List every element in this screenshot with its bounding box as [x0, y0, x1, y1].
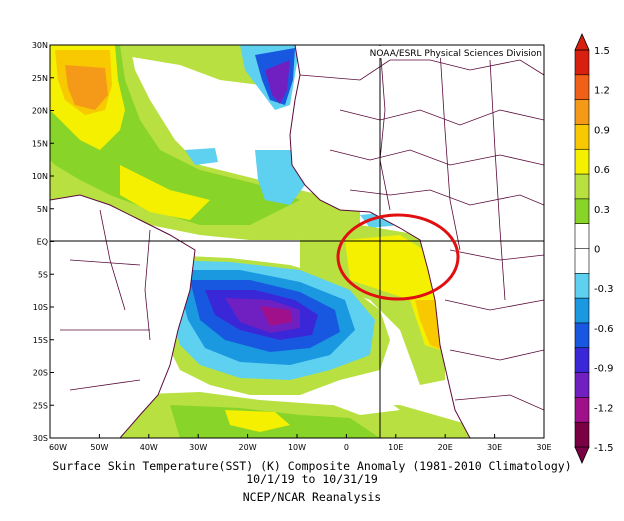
colorbar-tick-label: 1.5: [594, 46, 610, 57]
lon-label: 30E: [487, 443, 502, 452]
colorbar-swatch: [574, 248, 590, 275]
colorbar-top-arrow: [574, 33, 590, 51]
lat-label: 10S: [33, 303, 48, 312]
longitude-labels: 60W 50W 40W 30W 20W 10W 0 10E 20E 30E 30E: [49, 434, 552, 452]
colorbar-tick-label: 0.9: [594, 125, 610, 136]
colorbar-swatch: [574, 198, 590, 225]
lon-label: 30W: [189, 443, 207, 452]
lat-label: 5N: [37, 205, 48, 214]
land-outlines: [50, 45, 544, 438]
colorbar-swatch: [574, 99, 590, 126]
colorbar-bottom-arrow: [574, 446, 590, 464]
colorbar-swatch: [574, 421, 590, 448]
colorbar-swatch: [574, 322, 590, 349]
lon-label: 50W: [90, 443, 108, 452]
lon-label: 20E: [438, 443, 453, 452]
lon-label: 10E: [388, 443, 403, 452]
colorbar-swatch: [574, 223, 590, 250]
highlight-ellipse: [336, 213, 460, 301]
lon-label: 60W: [49, 443, 67, 452]
colorbar-tick-label: 0: [594, 245, 600, 256]
caption-line-2: 10/1/19 to 10/31/19: [246, 472, 378, 486]
colorbar: [574, 33, 590, 464]
colorbar-tick-label: -0.9: [594, 364, 614, 375]
lat-label: 30N: [32, 41, 48, 50]
lon-label: 20W: [239, 443, 257, 452]
lat-label: 25N: [32, 74, 48, 83]
caption-line-1: Surface Skin Temperature(SST) (K) Compos…: [52, 459, 572, 473]
colorbar-tick-label: 1.2: [594, 86, 610, 97]
colorbar-tick-label: -1.2: [594, 403, 614, 414]
lat-label: 30S: [33, 434, 48, 443]
colorbar-swatch: [574, 124, 590, 151]
lat-label: 20N: [32, 107, 48, 116]
lat-label: EQ: [37, 238, 48, 247]
colorbar-tick-label: -0.6: [594, 324, 614, 335]
colorbar-swatch: [574, 49, 590, 76]
lat-label: 20S: [33, 369, 48, 378]
colorbar-tick-label: -1.5: [594, 443, 614, 454]
lon-label: 0: [344, 443, 349, 452]
lat-label: 15N: [32, 139, 48, 148]
lon-label: 40W: [140, 443, 158, 452]
colorbar-swatch: [574, 148, 590, 175]
colorbar-tick-label: 0.3: [594, 205, 610, 216]
lat-label: 10N: [32, 172, 48, 181]
colorbar-swatch: [574, 397, 590, 423]
colorbar-tick-label: 0.6: [594, 165, 610, 176]
colorbar-swatch: [574, 347, 590, 374]
colorbar-swatch: [574, 372, 590, 399]
caption-line-3: NCEP/NCAR Reanalysis: [242, 490, 382, 504]
colorbar-swatch: [574, 297, 590, 324]
colorbar-swatch: [574, 74, 590, 101]
latitude-labels: 30N 25N 20N 15N 10N 5N EQ 5S 10S 15S 20S 25S 30S: [32, 41, 54, 443]
lon-label: 10W: [288, 443, 306, 452]
credit-text: NOAA/ESRL Physical Sciences Division: [370, 49, 542, 59]
colorbar-tick-label: -0.3: [594, 284, 614, 295]
lon-label: 30E: [536, 443, 551, 452]
lat-label: 5S: [38, 270, 48, 279]
lat-label: 15S: [33, 336, 48, 345]
lat-label: 25S: [33, 401, 48, 410]
colorbar-swatch: [574, 273, 590, 299]
colorbar-swatch: [574, 173, 590, 200]
colorbar-tick-labels: 1.5 1.2 0.9 0.6 0.3 0 -0.3 -0.6 -0.9 -1.2 -1.5: [594, 46, 614, 454]
